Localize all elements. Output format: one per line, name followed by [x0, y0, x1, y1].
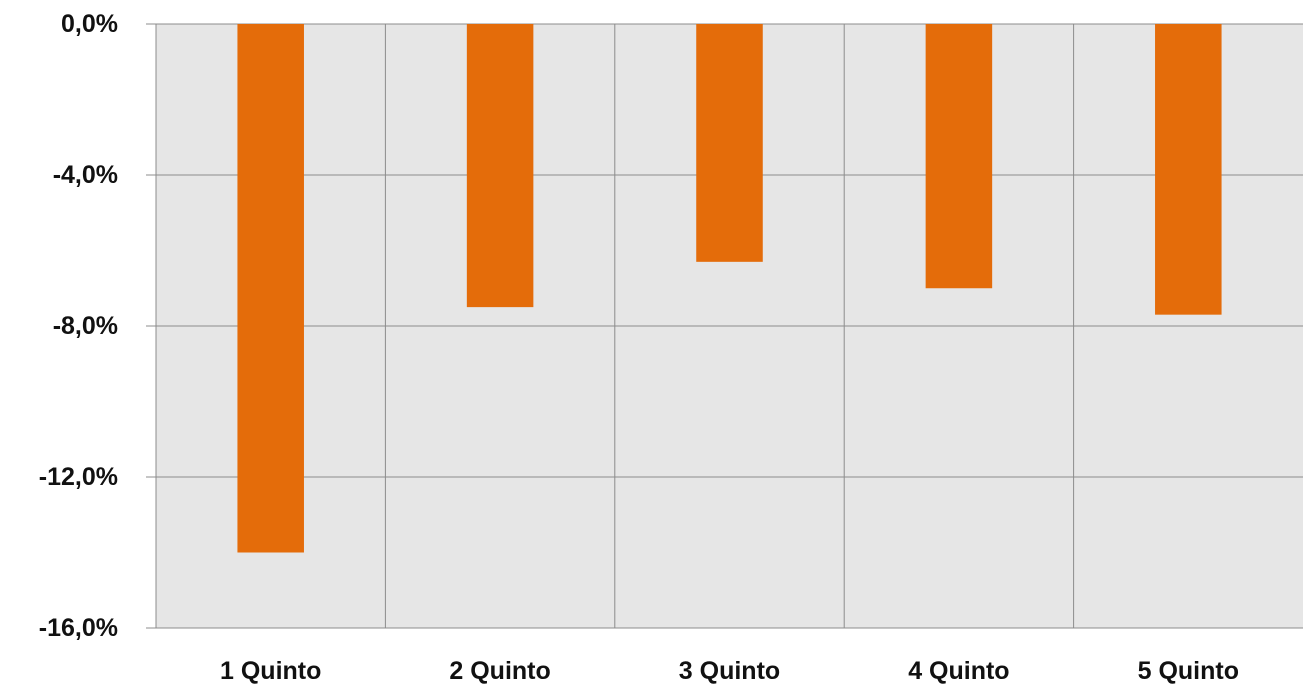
- x-tick-label: 3 Quinto: [679, 657, 780, 685]
- y-tick-label: 0,0%: [61, 10, 118, 38]
- bar-series: [237, 24, 1222, 553]
- x-tick-label: 5 Quinto: [1138, 657, 1239, 685]
- bar-1: [237, 24, 304, 553]
- bar-5: [1155, 24, 1222, 315]
- y-tick-label: -4,0%: [53, 161, 118, 189]
- bar-4: [925, 24, 993, 289]
- y-tick-label: -12,0%: [39, 463, 118, 491]
- bar-2: [466, 24, 534, 308]
- bar-3: [696, 24, 763, 262]
- x-axis: 1 Quinto 2 Quinto 3 Quinto 4 Quinto 5 Quinto: [220, 657, 1239, 685]
- y-axis: 0,0% -4,0% -8,0% -12,0% -16,0%: [39, 10, 118, 642]
- x-tick-label: 2 Quinto: [449, 657, 550, 685]
- x-tick-label: 1 Quinto: [220, 657, 321, 685]
- x-tick-label: 4 Quinto: [908, 657, 1009, 685]
- y-tick-label: -8,0%: [53, 312, 118, 340]
- y-tick-label: -16,0%: [39, 614, 118, 642]
